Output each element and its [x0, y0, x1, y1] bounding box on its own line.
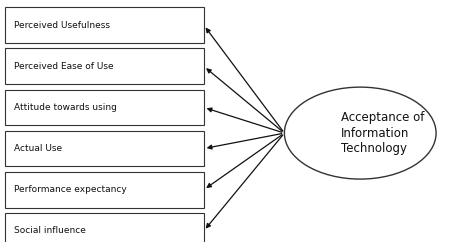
FancyBboxPatch shape — [5, 48, 204, 84]
FancyBboxPatch shape — [5, 7, 204, 43]
Text: Attitude towards using: Attitude towards using — [14, 103, 117, 112]
FancyBboxPatch shape — [5, 131, 204, 166]
Text: Acceptance of: Acceptance of — [341, 111, 425, 124]
FancyBboxPatch shape — [5, 172, 204, 208]
Text: Perceived Ease of Use: Perceived Ease of Use — [14, 62, 114, 71]
Text: Technology: Technology — [341, 142, 407, 155]
Text: Information: Information — [341, 127, 410, 140]
Ellipse shape — [284, 87, 436, 179]
FancyBboxPatch shape — [5, 213, 204, 242]
FancyBboxPatch shape — [5, 90, 204, 125]
Text: Social influence: Social influence — [14, 226, 86, 235]
Text: Actual Use: Actual Use — [14, 144, 63, 153]
Text: Perceived Usefulness: Perceived Usefulness — [14, 21, 110, 30]
Text: Performance expectancy: Performance expectancy — [14, 185, 127, 194]
